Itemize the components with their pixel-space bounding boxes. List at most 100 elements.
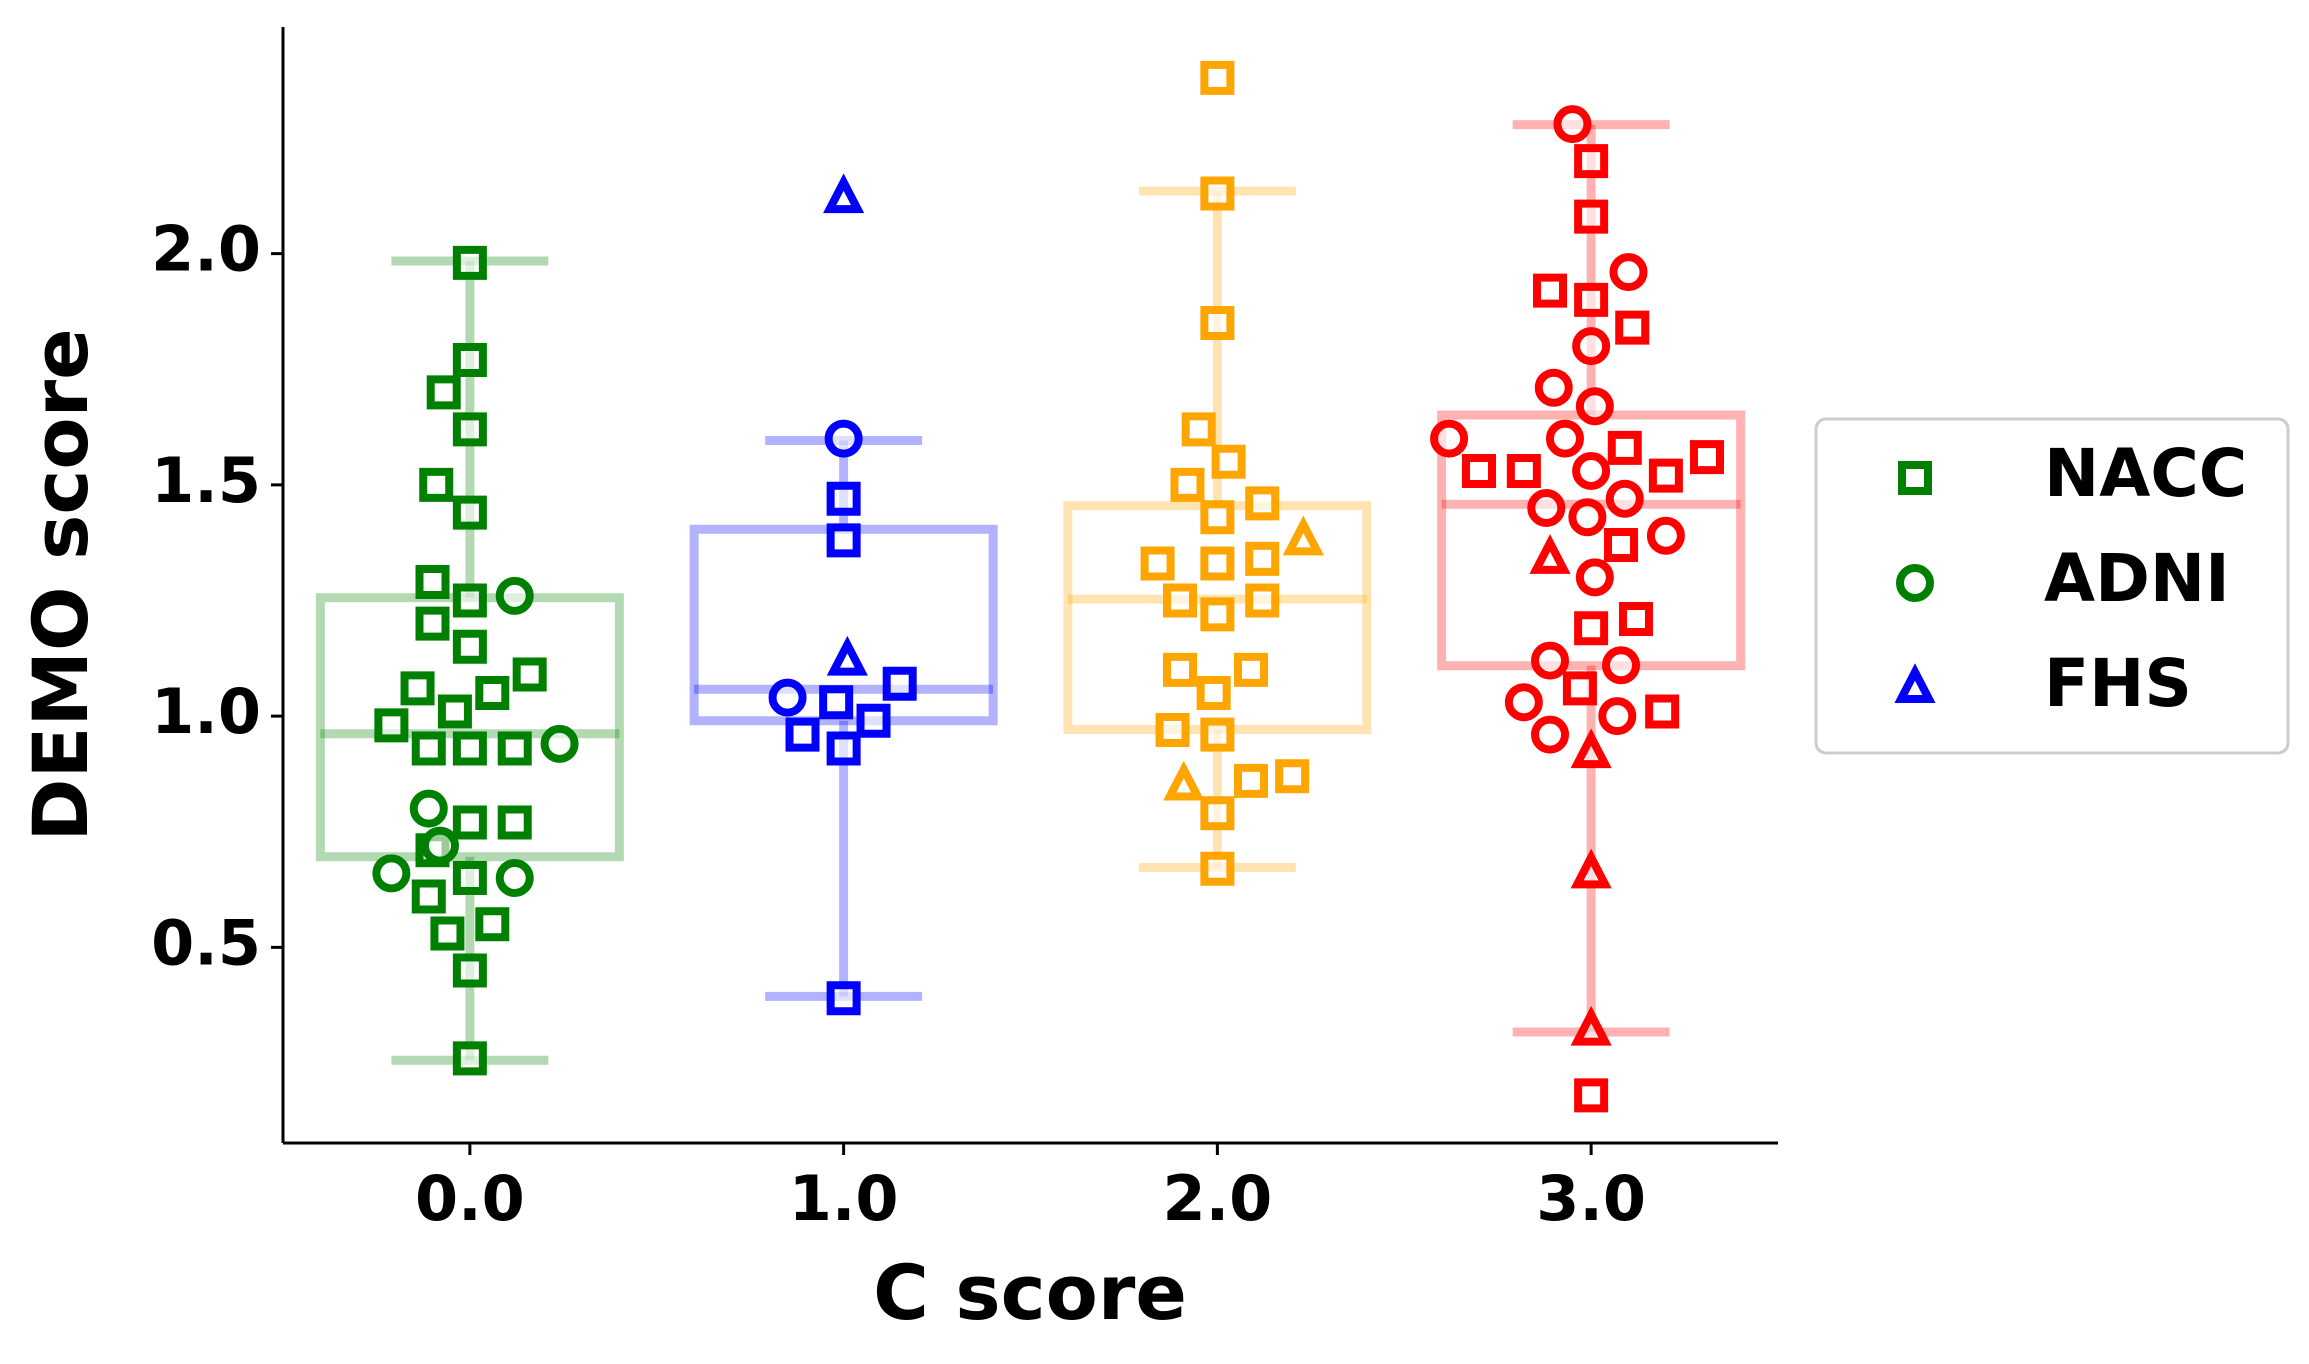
point (1527, 488, 1566, 527)
y-axis-label: DEMO score (16, 328, 105, 841)
legend-frame (1814, 417, 2290, 755)
point (475, 675, 510, 710)
point (1462, 453, 1496, 488)
point (411, 731, 446, 766)
point (1646, 516, 1685, 555)
point (437, 694, 472, 729)
point (882, 666, 917, 701)
point (1181, 412, 1216, 447)
point (1155, 712, 1190, 747)
point (826, 635, 868, 676)
point (1575, 558, 1614, 597)
point (420, 826, 459, 865)
point (1574, 199, 1609, 234)
point (1506, 453, 1541, 488)
point (475, 907, 510, 942)
point (1200, 851, 1235, 886)
point (1533, 273, 1568, 308)
point (1574, 611, 1609, 646)
point (415, 564, 450, 599)
point (495, 576, 534, 615)
point (426, 375, 461, 410)
point (826, 523, 861, 558)
point (1200, 796, 1235, 831)
point (1163, 583, 1197, 618)
point (400, 671, 435, 706)
point (430, 916, 465, 951)
point (1568, 498, 1607, 537)
x-tick-label: 2.0 (1162, 1162, 1272, 1235)
point (1574, 1078, 1609, 1113)
point (1234, 763, 1269, 798)
point (1163, 652, 1197, 687)
point (1605, 479, 1644, 518)
legend-marker (1894, 663, 1936, 703)
point (1572, 451, 1611, 490)
point (1170, 467, 1205, 502)
point (1200, 176, 1235, 211)
y-tick-label: 2.0 (151, 213, 261, 286)
point (419, 467, 454, 502)
point (452, 731, 487, 766)
point (826, 981, 861, 1016)
point (1570, 848, 1612, 889)
point (1430, 419, 1469, 458)
point (1575, 387, 1614, 426)
point (856, 703, 891, 738)
point (512, 657, 547, 692)
point (1609, 253, 1648, 292)
point (1648, 458, 1683, 493)
legend-marker (1898, 461, 1932, 495)
x-tick-label: 0.0 (415, 1162, 525, 1235)
point (1607, 430, 1642, 465)
point (1572, 327, 1611, 366)
point (1534, 368, 1573, 407)
point (452, 805, 487, 840)
point (1200, 717, 1235, 752)
point (1245, 583, 1280, 618)
point (1163, 760, 1205, 801)
point (497, 731, 532, 766)
point (1645, 694, 1680, 729)
point (1200, 305, 1235, 340)
point (452, 860, 487, 895)
point (823, 173, 865, 214)
point (452, 412, 487, 447)
point (374, 708, 409, 743)
point (452, 342, 487, 377)
legend-marker (1896, 564, 1934, 602)
point (1531, 715, 1570, 754)
point (824, 419, 863, 458)
point (1200, 546, 1235, 581)
y-tick-label: 1.5 (151, 444, 261, 517)
point (1245, 541, 1280, 576)
point (411, 879, 446, 914)
point (1200, 60, 1235, 95)
point (452, 495, 487, 530)
point (372, 854, 411, 893)
point (1570, 728, 1612, 769)
point (1531, 641, 1570, 680)
point (1545, 419, 1584, 458)
point (1574, 144, 1609, 179)
point (1615, 310, 1650, 345)
point (1234, 652, 1269, 687)
point (540, 724, 579, 763)
legend-label: ADNI (2044, 540, 2230, 617)
point (495, 858, 534, 897)
point (826, 731, 861, 766)
point (452, 583, 487, 618)
point (1196, 675, 1231, 710)
point (1140, 546, 1175, 581)
legend-label: FHS (2044, 645, 2192, 722)
x-tick-label: 1.0 (789, 1162, 899, 1235)
legend-label: NACC (2044, 435, 2247, 512)
point (1574, 282, 1609, 317)
point (452, 245, 487, 280)
point (452, 1041, 487, 1076)
point (819, 685, 854, 720)
point (1200, 597, 1235, 632)
point (409, 789, 448, 828)
